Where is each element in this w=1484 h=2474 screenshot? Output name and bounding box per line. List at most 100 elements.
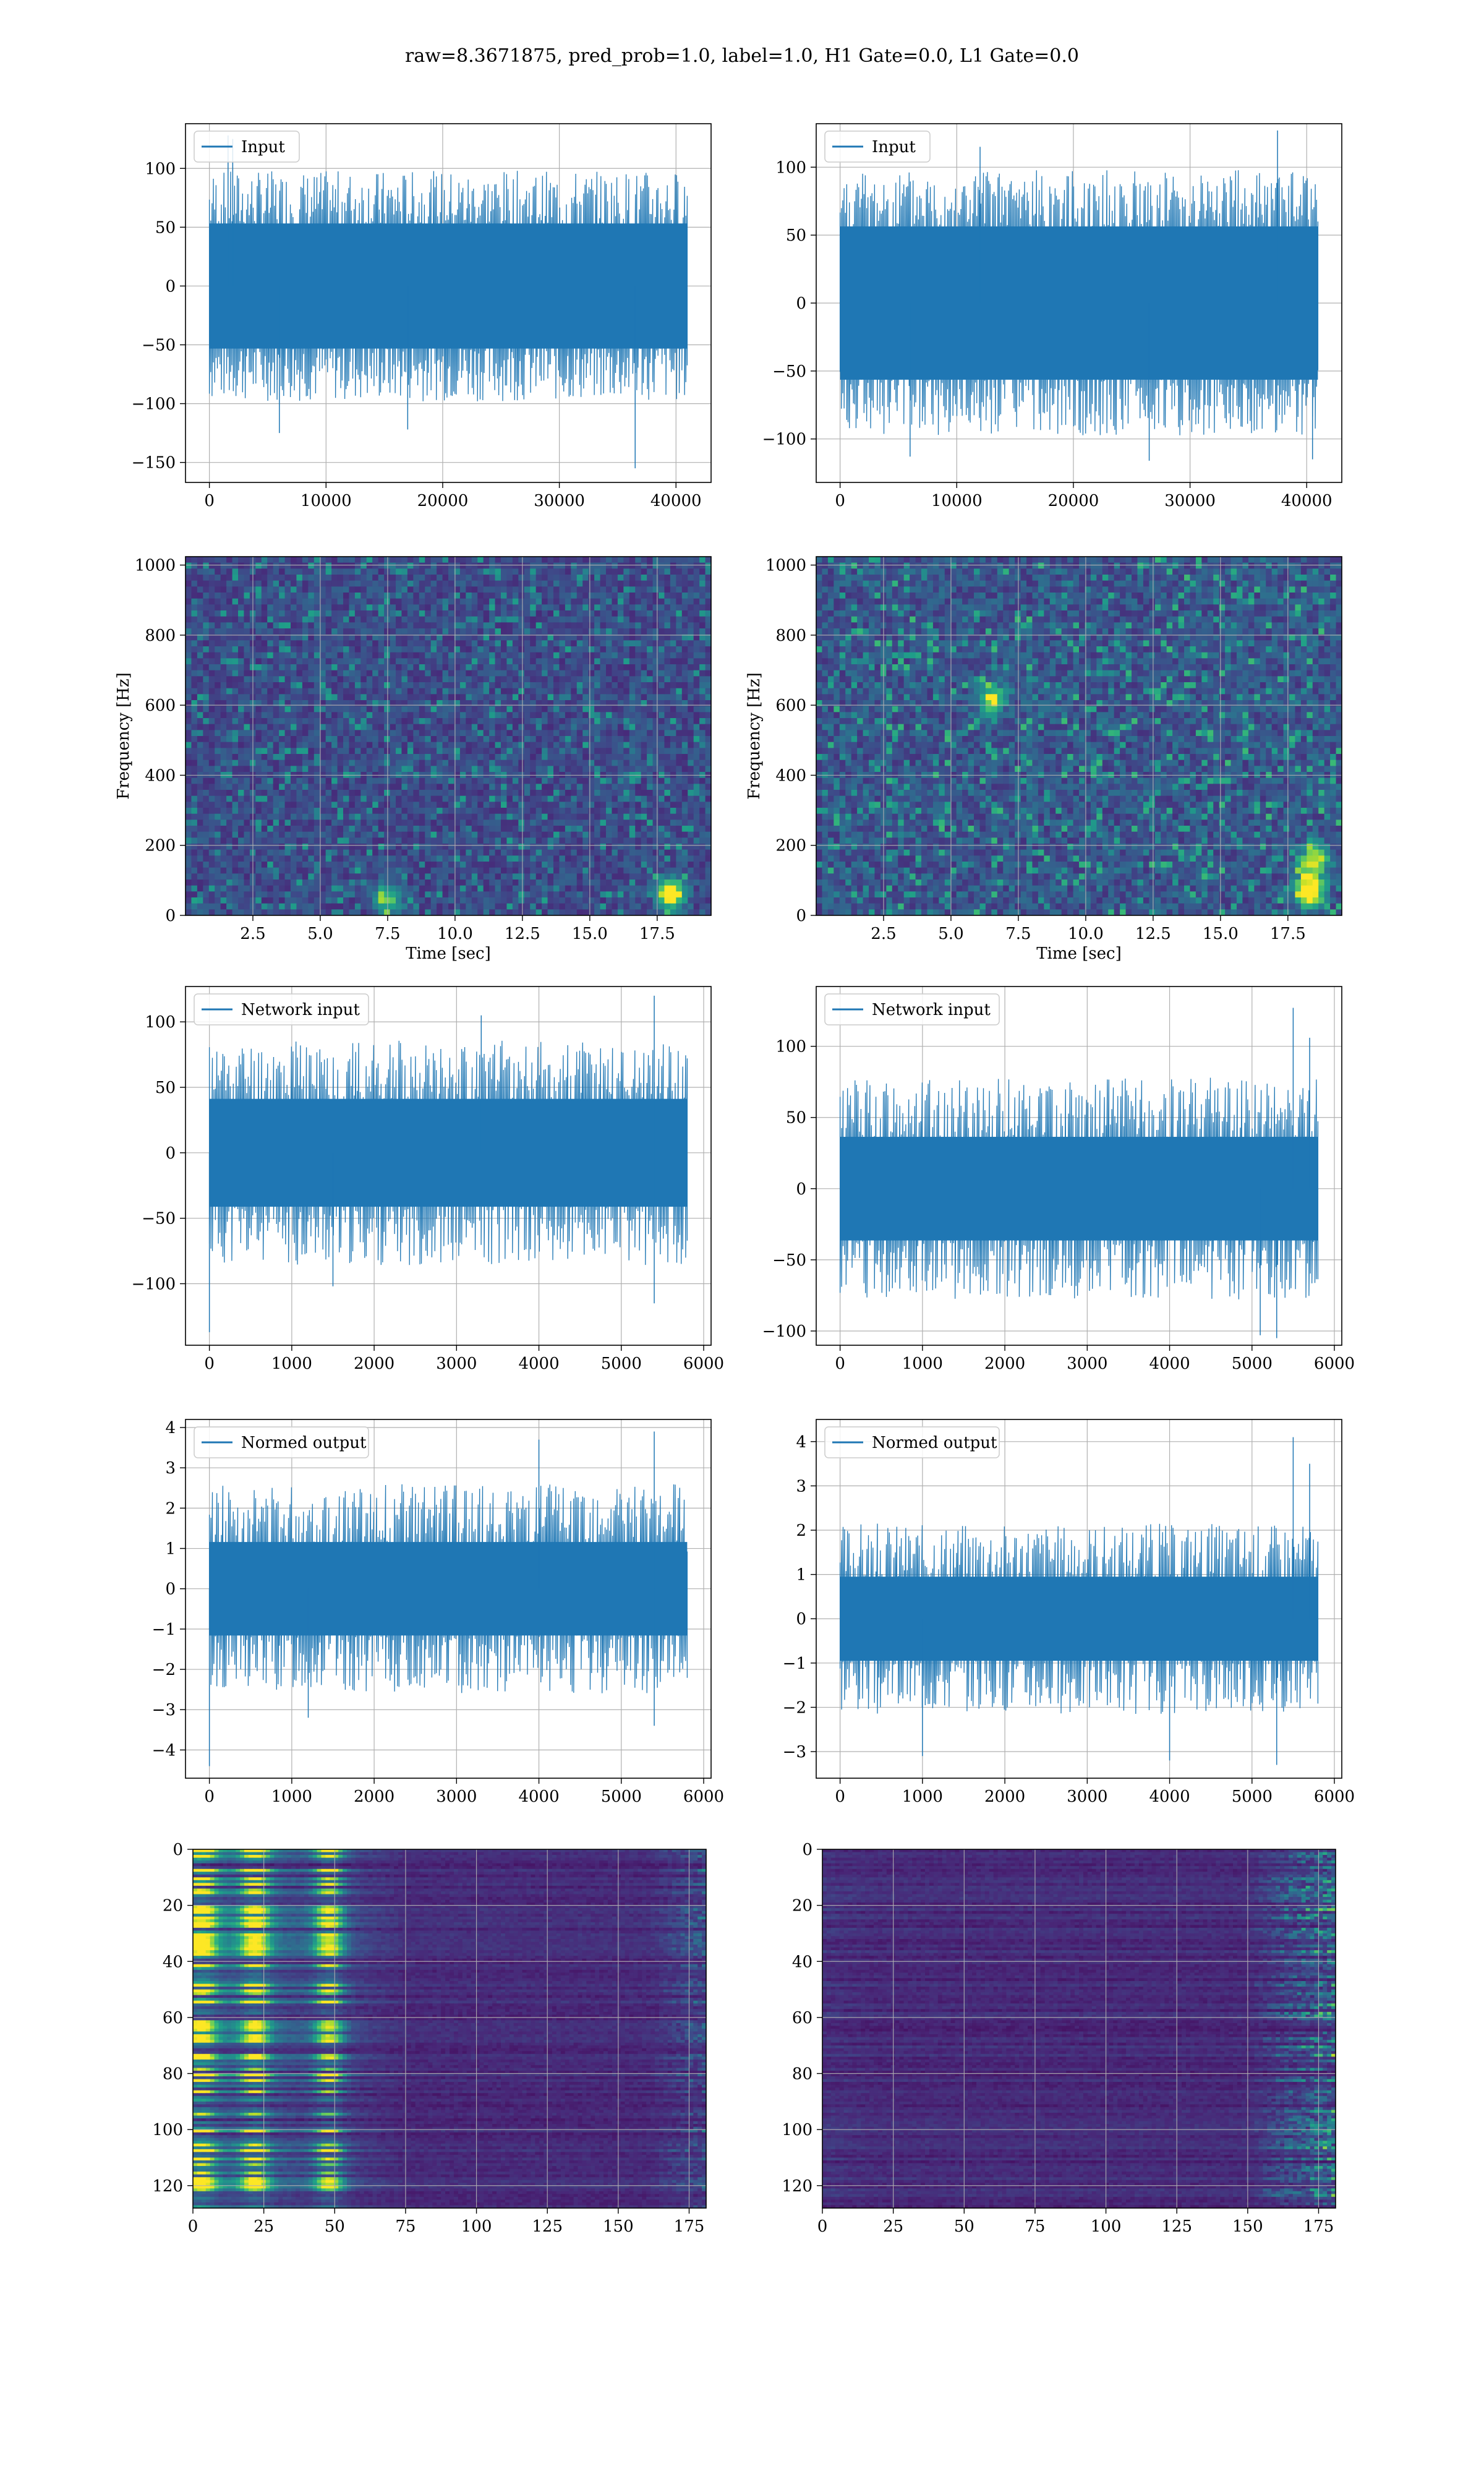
heat-cell [203,580,210,587]
heat-cell [506,604,513,611]
heat-cell [705,748,711,755]
heat-cell [238,813,245,820]
heat-cell [425,748,432,755]
heat-cell [524,831,531,838]
heat-cell [647,688,654,695]
heat-cell [354,688,361,695]
heat-cell [360,634,367,641]
heat-cell [612,580,618,587]
heat-cell [471,742,478,748]
heat-cell [688,682,694,689]
heat-cell [226,867,233,874]
heat-cell [354,766,361,773]
heat-cell [542,628,548,635]
heat-cell [208,700,215,707]
heat-cell [565,676,571,683]
heat-cell [459,610,466,617]
heat-cell [232,880,239,886]
heat-cell [588,718,595,725]
heat-cell [688,622,694,629]
heat-cell [559,575,566,581]
heat-cell [547,604,554,611]
heat-cell [261,568,268,575]
heat-cell [302,820,309,826]
heat-cell [588,664,595,671]
heat-cell [635,562,642,569]
heat-cell [308,808,315,815]
heat-cell [425,808,432,815]
heat-cell [547,593,554,599]
heat-cell [354,557,361,563]
heat-cell [238,700,245,707]
heat-cell [623,844,630,850]
heat-cell [360,562,367,569]
heat-cell [565,580,571,587]
heat-cell [425,849,432,856]
heat-cell [302,658,309,665]
heat-cell [261,742,268,748]
heat-cell [471,795,478,802]
heat-cell [390,855,396,862]
heat-cell [366,724,373,730]
heat-cell [226,580,233,587]
heat-cell [284,640,291,647]
heat-cell [506,610,513,617]
heat-cell [437,784,443,790]
heat-cell [676,831,683,838]
heat-cell [693,748,700,755]
heat-cell [501,694,508,701]
heat-cell [588,568,595,575]
heat-cell [208,664,215,671]
heat-cell [699,634,706,641]
heat-cell [186,880,192,886]
heat-cell [390,593,396,599]
heat-cell [606,742,613,748]
heat-cell [203,575,210,581]
heat-cell [629,706,636,713]
heat-cell [623,790,630,797]
heat-cell [390,610,396,617]
heat-cell [676,790,683,797]
heat-cell [238,664,245,671]
heat-cell [366,790,373,797]
heat-cell [203,676,210,683]
heat-cell [291,688,297,695]
heat-cell [296,736,303,743]
heat-cell [693,724,700,730]
heat-cell [594,837,601,844]
heat-cell [208,718,215,725]
heat-cell [425,604,432,611]
heat-cell [325,784,332,790]
heat-cell [308,813,315,820]
heat-cell [659,790,665,797]
heat-cell [576,837,583,844]
heat-cell [652,754,659,761]
heat-cell [489,610,496,617]
heat-cell [664,736,671,743]
heat-cell [699,700,706,707]
heat-cell [547,706,554,713]
heat-cell [396,748,403,755]
heat-cell [501,862,508,868]
heat-cell [238,646,245,653]
heat-cell [501,646,508,653]
heat-cell [407,813,414,820]
heat-cell [600,658,607,665]
heat-cell [524,724,531,730]
heat-cell [208,640,215,647]
heat-cell [343,736,350,743]
heat-cell [419,634,425,641]
heat-cell [641,736,647,743]
heat-cell [635,664,642,671]
heat-cell [606,790,613,797]
heat-cell [372,760,379,766]
heat-cell [676,855,683,862]
heat-cell [659,700,665,707]
heat-cell [571,580,578,587]
heat-cell [349,604,356,611]
heat-cell [360,688,367,695]
heat-cell [273,837,279,844]
heat-cell [477,568,484,575]
heat-cell [576,873,583,880]
heat-cell [530,604,537,611]
